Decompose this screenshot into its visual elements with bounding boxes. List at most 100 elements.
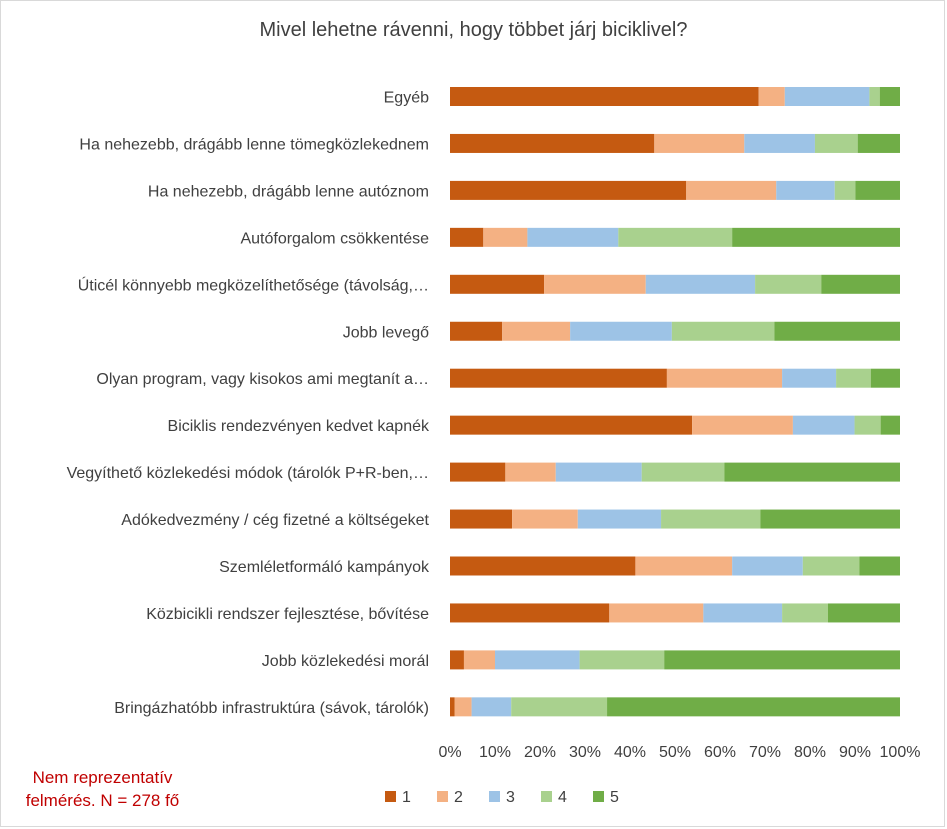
legend-label-4: 4 <box>558 789 567 806</box>
x-tick-label: 20% <box>524 744 556 761</box>
bar-segment-2 <box>758 87 785 106</box>
bar-segment-1 <box>450 321 503 341</box>
bar-segment-4 <box>869 87 880 106</box>
bar-segment-4 <box>854 415 881 435</box>
legend-swatch-1 <box>385 791 396 802</box>
bar-segment-2 <box>502 321 571 341</box>
category-label: Autóforgalom csökkentése <box>240 230 429 247</box>
category-label: Úticél könnyebb megközelíthetősége (távo… <box>78 275 429 294</box>
category-label: Vegyíthető közlekedési módok (tárolók P+… <box>67 465 429 482</box>
bar-segment-2 <box>635 556 733 576</box>
bar-segment-4 <box>641 462 725 482</box>
bar-segment-2 <box>609 603 704 623</box>
legend-swatch-4 <box>541 791 552 802</box>
bar-segment-4 <box>661 509 761 529</box>
category-labels: Egyéb Ha nehezebb, drágább lenne tömegköz… <box>67 90 430 717</box>
x-tick-label: 80% <box>794 744 826 761</box>
chart-title: Mivel lehetne rávenni, hogy többet járj … <box>259 19 688 41</box>
legend-swatch-2 <box>437 791 448 802</box>
category-label: Szemléletformáló kampányok <box>219 559 430 576</box>
x-tick-label: 50% <box>659 744 691 761</box>
bar-segment-3 <box>645 274 756 294</box>
x-tick-label: 90% <box>839 744 871 761</box>
bar-segment-4 <box>618 227 733 247</box>
bar-segment-1 <box>450 368 667 388</box>
legend-label-2: 2 <box>454 789 463 806</box>
x-tick-label: 70% <box>749 744 781 761</box>
bar-segment-1 <box>450 556 636 576</box>
bar-segment-2 <box>512 509 578 529</box>
x-tick-label: 100% <box>880 744 921 761</box>
bar-segment-3 <box>471 697 512 717</box>
bar-segment-2 <box>686 180 777 200</box>
bar-segment-3 <box>577 509 662 529</box>
bar-segment-2 <box>654 133 745 153</box>
bar-segment-5 <box>855 180 900 200</box>
bar-segment-4 <box>671 321 775 341</box>
category-label: Adókedvezmény / cég fizetné a költségeke… <box>121 512 429 529</box>
bar-segment-2 <box>692 415 793 435</box>
bar-segment-5 <box>760 509 900 529</box>
bar-segment-1 <box>450 415 693 435</box>
legend: 1 2 3 4 5 <box>385 789 619 806</box>
category-label: Ha nehezebb, drágább lenne tömegközleked… <box>79 136 429 153</box>
sample-note-line2: felmérés. N = 278 fő <box>25 791 180 810</box>
bar-segment-5 <box>828 603 900 623</box>
category-label: Jobb levegő <box>343 324 429 341</box>
bar-segment-4 <box>755 274 822 294</box>
bar-segment-1 <box>450 180 687 200</box>
bar-segment-3 <box>776 180 835 200</box>
bar-segment-3 <box>744 133 815 153</box>
bar-segment-5 <box>607 697 900 717</box>
bars-group <box>450 87 900 717</box>
bar-segment-5 <box>880 415 900 435</box>
bar-segment-2 <box>483 227 528 247</box>
bar-segment-2 <box>505 462 556 482</box>
category-label: Bringázhatóbb infrastruktúra (sávok, tár… <box>114 700 429 717</box>
bar-segment-3 <box>555 462 642 482</box>
bar-segment-1 <box>450 509 513 529</box>
bar-segment-1 <box>450 697 455 717</box>
category-label: Olyan program, vagy kisokos ami megtanít… <box>96 371 429 388</box>
legend-label-1: 1 <box>402 789 411 806</box>
bar-segment-3 <box>792 415 855 435</box>
bar-segment-2 <box>544 274 646 294</box>
legend-label-5: 5 <box>610 789 619 806</box>
category-label: Jobb közlekedési morál <box>262 653 429 670</box>
bar-segment-1 <box>450 87 759 106</box>
x-tick-label: 60% <box>704 744 736 761</box>
bar-segment-5 <box>857 133 900 153</box>
bar-segment-4 <box>802 556 860 576</box>
bar-segment-5 <box>724 462 900 482</box>
bar-segment-1 <box>450 133 655 153</box>
bar-segment-5 <box>879 87 900 106</box>
bar-segment-2 <box>666 368 783 388</box>
legend-swatch-3 <box>489 791 500 802</box>
x-tick-label: 40% <box>614 744 646 761</box>
x-tick-label: 0% <box>438 744 461 761</box>
bar-segment-4 <box>579 650 665 670</box>
bar-segment-1 <box>450 227 484 247</box>
category-label: Egyéb <box>384 90 429 107</box>
bar-segment-5 <box>774 321 900 341</box>
bar-segment-1 <box>450 650 464 670</box>
bar-segment-2 <box>463 650 495 670</box>
bar-segment-2 <box>454 697 472 717</box>
bar-segment-4 <box>814 133 858 153</box>
bar-segment-4 <box>782 603 828 623</box>
bar-segment-5 <box>859 556 900 576</box>
legend-label-3: 3 <box>506 789 515 806</box>
bar-segment-5 <box>732 227 900 247</box>
category-label: Ha nehezebb, drágább lenne autóznom <box>148 183 429 200</box>
bar-segment-5 <box>821 274 900 294</box>
sample-note-line1: Nem reprezentatív <box>32 768 173 787</box>
bar-segment-3 <box>570 321 672 341</box>
bar-segment-1 <box>450 603 610 623</box>
bar-segment-5 <box>870 368 900 388</box>
bar-segment-4 <box>511 697 608 717</box>
bar-segment-3 <box>732 556 803 576</box>
bar-segment-3 <box>784 87 870 106</box>
bar-segment-3 <box>495 650 580 670</box>
